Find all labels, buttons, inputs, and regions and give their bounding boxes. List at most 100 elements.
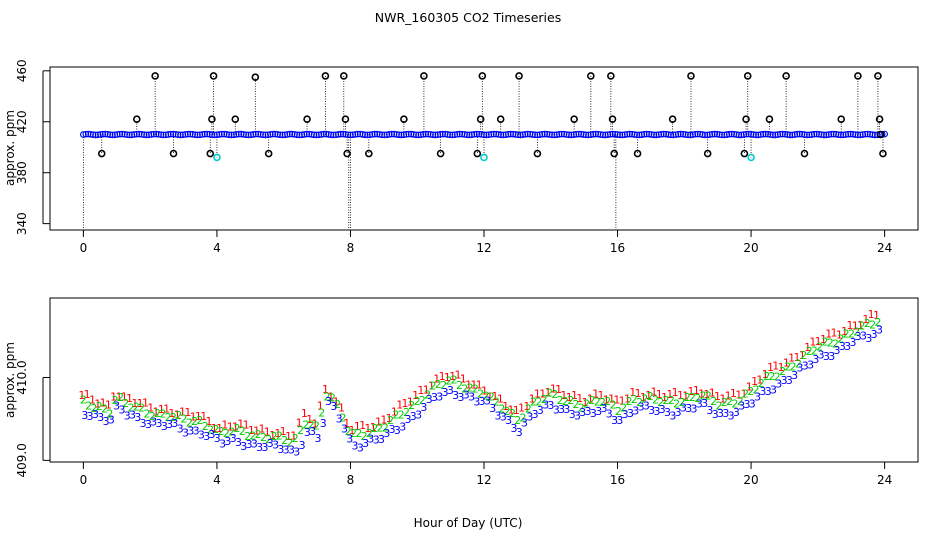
- ambient-point: [475, 130, 483, 138]
- ambient-point: [410, 131, 417, 138]
- ambient-point: [97, 131, 104, 138]
- series-3-point: 3: [754, 390, 761, 403]
- calibration-point: [633, 149, 642, 158]
- series-2-point: 2: [557, 394, 564, 407]
- series-3-point: 3: [320, 417, 327, 430]
- series-2-point: 2: [853, 326, 860, 339]
- series-3-point: 3: [722, 407, 729, 420]
- series-3-point: 3: [823, 350, 830, 363]
- calibration-point: [782, 72, 790, 80]
- series-2-point: 2: [504, 405, 511, 418]
- ambient-point: [337, 130, 345, 138]
- top-panel-frame: [49, 66, 919, 231]
- ambient-point: [203, 130, 211, 138]
- series-1-point: 1: [836, 328, 843, 341]
- ambient-point: [864, 130, 871, 138]
- series-2-point: 2: [482, 390, 489, 403]
- series-1-point: 1: [343, 417, 350, 430]
- ambient-point: [555, 130, 563, 138]
- ambient-point: [742, 130, 750, 138]
- ambient-point: [235, 130, 243, 138]
- ambient-point: [106, 131, 114, 138]
- ambient-point: [352, 131, 359, 138]
- ambient-point: [589, 130, 597, 138]
- series-1-point: 1: [174, 408, 181, 421]
- series-1-point: 1: [227, 420, 234, 433]
- ambient-point: [439, 130, 447, 138]
- series-2-point: 2: [610, 399, 617, 412]
- series-2-point: 2: [377, 422, 384, 435]
- series-2-point: 2: [334, 398, 341, 411]
- ambient-point: [143, 131, 150, 139]
- series-3-point: 3: [510, 422, 517, 435]
- ambient-point: [92, 131, 99, 139]
- ambient-point: [667, 131, 675, 139]
- ambient-point: [808, 131, 816, 138]
- series-1-point: 1: [470, 378, 477, 391]
- ambient-point: [393, 131, 400, 138]
- series-3-point: 3: [669, 409, 676, 422]
- ambient-point: [716, 131, 723, 138]
- series-2-point: 2: [784, 361, 791, 374]
- series-2-point: 2: [535, 396, 542, 409]
- series-1-point: 1: [428, 380, 435, 393]
- calibration-point: [341, 115, 350, 124]
- series-2-point: 2: [530, 395, 537, 408]
- ambient-point: [682, 131, 689, 138]
- x-tick-label: 8: [347, 241, 355, 255]
- series-1-point: 1: [820, 333, 827, 346]
- ambient-point: [820, 131, 828, 139]
- series-3-point: 3: [664, 406, 671, 419]
- ambient-point: [648, 131, 655, 138]
- ambient-point: [490, 130, 498, 138]
- ambient-point: [376, 131, 383, 138]
- ambient-point: [174, 131, 182, 139]
- series-2-point: 2: [329, 391, 336, 404]
- ambient-point: [116, 130, 124, 138]
- series-1-point: 1: [333, 396, 340, 409]
- series-3-point: 3: [161, 420, 168, 433]
- ambient-point: [325, 131, 332, 138]
- series-1-point: 1: [84, 388, 91, 401]
- ambient-point: [507, 130, 515, 138]
- ambient-point: [725, 130, 733, 138]
- x-tick-label: 4: [213, 473, 221, 487]
- series-2-point: 2: [302, 419, 309, 432]
- series-2-point: 2: [424, 388, 431, 401]
- ambient-point: [403, 131, 410, 138]
- ambient-point: [446, 131, 454, 139]
- ambient-point: [774, 131, 782, 138]
- series-2-point: 2: [811, 345, 818, 358]
- series-1-point: 1: [587, 392, 594, 405]
- series-2-point: 2: [636, 396, 643, 409]
- series-2-point: 2: [440, 379, 447, 392]
- series-1-point: 1: [454, 368, 461, 381]
- ambient-point: [80, 131, 87, 138]
- series-2-point: 2: [286, 436, 293, 449]
- series-2-point: 2: [122, 397, 129, 410]
- series-1-point: 1: [529, 393, 536, 406]
- series-2-point: 2: [249, 429, 256, 442]
- series-3-point: 3: [341, 422, 348, 435]
- ambient-point: [655, 131, 663, 138]
- series-1-point: 1: [481, 385, 488, 398]
- series-3-point: 3: [516, 426, 523, 439]
- ambient-point: [594, 130, 602, 138]
- x-tick-label: 12: [476, 241, 491, 255]
- ambient-point: [89, 131, 97, 138]
- series-1-point: 1: [417, 384, 424, 397]
- series-1-point: 1: [375, 416, 382, 429]
- series-2-point: 2: [509, 407, 516, 420]
- ambient-point: [424, 130, 432, 138]
- ambient-point: [842, 131, 850, 138]
- ambient-point: [779, 130, 786, 138]
- ambient-point: [126, 131, 133, 139]
- ambient-point: [335, 131, 342, 138]
- ambient-point: [434, 131, 442, 139]
- ambient-point: [718, 131, 726, 139]
- x-tick-label: 4: [213, 241, 221, 255]
- series-1-point: 1: [195, 410, 202, 423]
- series-2-point: 2: [615, 405, 622, 418]
- ambient-point: [789, 131, 796, 139]
- series-3-point: 3: [770, 384, 777, 397]
